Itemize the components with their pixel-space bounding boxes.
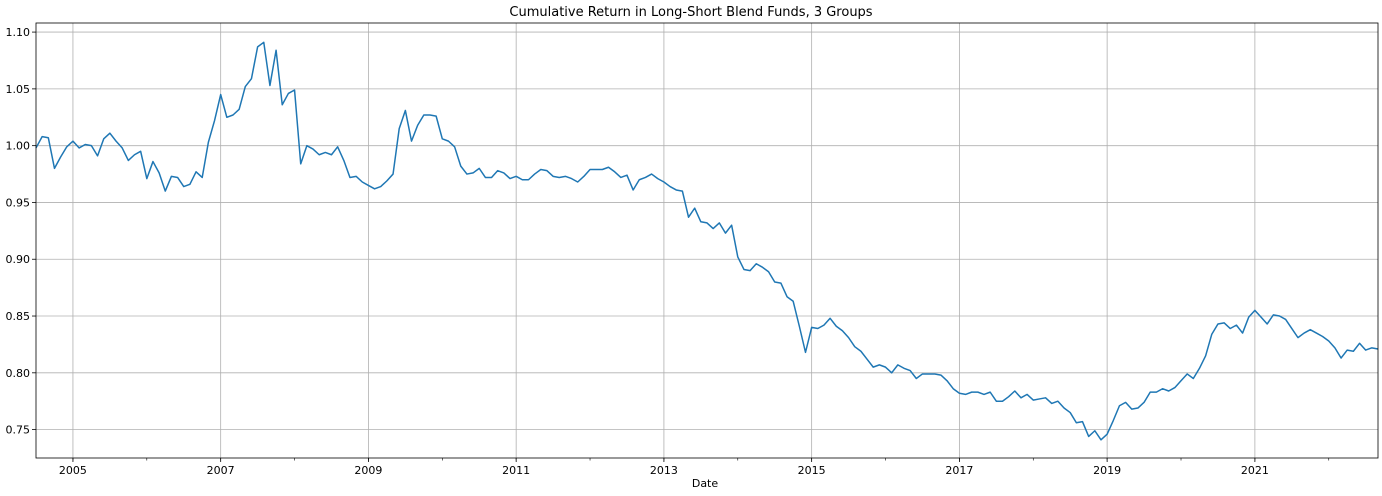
x-tick-label: 2009 <box>354 464 382 477</box>
x-tick-label: 2005 <box>59 464 87 477</box>
y-tick-labels: 0.75 0.80 0.85 0.90 0.95 1.00 1.05 1.10 <box>6 26 31 437</box>
x-tick-label: 2017 <box>945 464 973 477</box>
chart-title: Cumulative Return in Long-Short Blend Fu… <box>509 5 873 20</box>
y-tick-label: 1.05 <box>6 83 31 96</box>
y-tick-label: 1.10 <box>6 26 31 39</box>
series-layer <box>35 41 1379 441</box>
x-tick-label: 2007 <box>207 464 235 477</box>
x-tick-labels: 2005 2007 2009 2011 2013 2015 2017 2019 2021 <box>59 464 1269 477</box>
y-tick-label: 0.95 <box>6 196 31 209</box>
axes <box>32 22 1379 462</box>
x-axis-label: Date <box>691 477 719 490</box>
axes-frame <box>35 22 1379 459</box>
y-tick-label: 1.00 <box>6 140 31 153</box>
x-tick-label: 2015 <box>798 464 826 477</box>
x-tick-label: 2013 <box>650 464 678 477</box>
y-tick-label: 0.75 <box>6 424 31 437</box>
y-tick-label: 0.80 <box>6 367 31 380</box>
x-tick-label: 2011 <box>502 464 530 477</box>
series-line <box>35 41 1379 441</box>
x-tick-label: 2019 <box>1093 464 1121 477</box>
y-tick-label: 0.90 <box>6 253 31 266</box>
grid <box>36 23 1378 458</box>
x-tick-label: 2021 <box>1241 464 1269 477</box>
y-tick-label: 0.85 <box>6 310 31 323</box>
